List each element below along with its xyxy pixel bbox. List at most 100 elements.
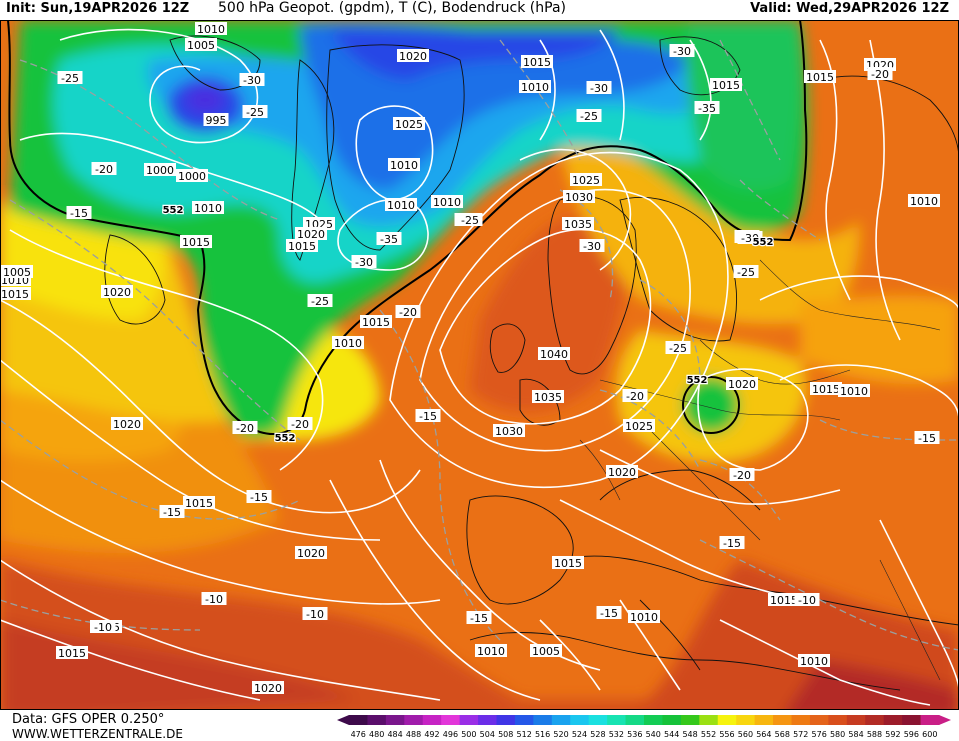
legend-value: 568 bbox=[775, 730, 790, 739]
isobar-label: 1010 bbox=[838, 384, 870, 398]
svg-text:1015: 1015 bbox=[288, 240, 316, 253]
svg-text:-25: -25 bbox=[669, 342, 687, 355]
legend-value: 512 bbox=[517, 730, 532, 739]
legend-swatch bbox=[533, 715, 553, 725]
svg-text:-30: -30 bbox=[243, 74, 261, 87]
svg-text:1020: 1020 bbox=[113, 418, 141, 431]
svg-text:-25: -25 bbox=[737, 266, 755, 279]
legend-value: 596 bbox=[904, 730, 919, 739]
isobar-label: 1025 bbox=[623, 419, 655, 433]
isotherm-label: -20 bbox=[622, 389, 648, 403]
isotherm-label: -25 bbox=[576, 109, 602, 123]
init-time: Init: Sun,19APR2026 12Z bbox=[6, 1, 190, 16]
svg-text:-10: -10 bbox=[798, 594, 816, 607]
isobar-label: 1030 bbox=[493, 424, 525, 438]
legend-arrow-right bbox=[939, 715, 951, 725]
legend-swatch bbox=[920, 715, 940, 725]
isobar-label: 1025 bbox=[570, 173, 602, 187]
legend-swatch bbox=[846, 715, 866, 725]
svg-text:1010: 1010 bbox=[334, 337, 362, 350]
svg-text:1010: 1010 bbox=[910, 195, 938, 208]
svg-text:-30: -30 bbox=[673, 45, 691, 58]
isotherm-label: -15 bbox=[466, 611, 492, 625]
legend-swatch bbox=[496, 715, 516, 725]
geopotential-label: 552 bbox=[753, 237, 774, 248]
legend-value: 552 bbox=[701, 730, 716, 739]
isotherm-label: -30 bbox=[586, 81, 612, 95]
legend-value: 508 bbox=[498, 730, 513, 739]
legend-value: 556 bbox=[719, 730, 734, 739]
legend-value: 536 bbox=[627, 730, 642, 739]
svg-text:1015: 1015 bbox=[182, 236, 210, 249]
isobar-label: 1035 bbox=[532, 390, 564, 404]
svg-text:-20: -20 bbox=[871, 68, 889, 81]
isobar-label: 1020 bbox=[397, 49, 429, 63]
isobar-label: 1015 bbox=[710, 78, 742, 92]
legend-swatch bbox=[736, 715, 756, 725]
svg-text:-30: -30 bbox=[741, 232, 759, 245]
isotherm-label: -20 bbox=[232, 421, 258, 435]
svg-text:-20: -20 bbox=[399, 306, 417, 319]
svg-text:1020: 1020 bbox=[297, 547, 325, 560]
svg-text:-30: -30 bbox=[590, 82, 608, 95]
isobar-label: 1020 bbox=[101, 285, 133, 299]
isobar-label: 1015 bbox=[183, 496, 215, 510]
svg-text:-10: -10 bbox=[94, 621, 112, 634]
valid-time: Valid: Wed,29APR2026 12Z bbox=[750, 1, 949, 16]
svg-text:1020: 1020 bbox=[254, 682, 282, 695]
isotherm-label: -30 bbox=[239, 73, 265, 87]
isotherm-label: -15 bbox=[415, 409, 441, 423]
isobars bbox=[0, 28, 959, 706]
color-legend: 476 480 484 488 492 496 500 504 508 512 516 520 524 5… bbox=[337, 715, 951, 739]
svg-text:1015: 1015 bbox=[58, 647, 86, 660]
chart-title: 500 hPa Geopot. (gpdm), T (C), Bodendruc… bbox=[218, 0, 566, 16]
isobar-label: 1020 bbox=[606, 465, 638, 479]
svg-text:1020: 1020 bbox=[728, 378, 756, 391]
isotherm-label: -20 bbox=[91, 162, 117, 176]
isotherm-label: -30 bbox=[737, 231, 763, 245]
svg-text:1030: 1030 bbox=[495, 425, 523, 438]
data-source: Data: GFS OPER 0.250° bbox=[12, 712, 165, 727]
legend-value: 496 bbox=[443, 730, 458, 739]
svg-text:995: 995 bbox=[206, 114, 227, 127]
svg-text:1040: 1040 bbox=[540, 348, 568, 361]
svg-text:1005: 1005 bbox=[3, 266, 31, 279]
svg-text:-25: -25 bbox=[461, 214, 479, 227]
svg-text:-35: -35 bbox=[380, 233, 398, 246]
legend-value: 484 bbox=[387, 730, 402, 739]
legend-value: 504 bbox=[480, 730, 495, 739]
isobar-label: 1015 bbox=[552, 556, 584, 570]
legend-value: 564 bbox=[756, 730, 771, 739]
isotherm-label: -25 bbox=[665, 341, 691, 355]
geopotential-label: 552 bbox=[687, 375, 708, 386]
legend-value: 540 bbox=[646, 730, 661, 739]
isobar-label: 995 bbox=[203, 113, 229, 127]
isobar-label: 1005 bbox=[530, 644, 562, 658]
isotherm-label: -10 bbox=[302, 607, 328, 621]
isobar-label: 1015 bbox=[360, 315, 392, 329]
isobar-label: 1020 bbox=[295, 227, 327, 241]
isotherm-label: -25 bbox=[733, 265, 759, 279]
svg-text:1020: 1020 bbox=[297, 228, 325, 241]
svg-text:-15: -15 bbox=[600, 607, 618, 620]
svg-text:1005: 1005 bbox=[532, 645, 560, 658]
legend-swatch bbox=[367, 715, 387, 725]
svg-text:1015: 1015 bbox=[812, 383, 840, 396]
isobar-label: 1000 bbox=[144, 163, 176, 177]
legend-value: 544 bbox=[664, 730, 679, 739]
svg-text:1010: 1010 bbox=[197, 23, 225, 36]
svg-text:1020: 1020 bbox=[103, 286, 131, 299]
svg-text:-15: -15 bbox=[419, 410, 437, 423]
isobar-label: 1015 bbox=[521, 55, 553, 69]
svg-text:-35: -35 bbox=[698, 102, 716, 115]
isobar-label: 1020 bbox=[111, 417, 143, 431]
legend-swatch bbox=[514, 715, 534, 725]
svg-text:1035: 1035 bbox=[534, 391, 562, 404]
legend-value: 532 bbox=[609, 730, 624, 739]
isobar-label: 1015 bbox=[0, 287, 31, 301]
isobar-label: 1020 bbox=[252, 681, 284, 695]
svg-text:1010: 1010 bbox=[477, 645, 505, 658]
legend-swatch bbox=[809, 715, 829, 725]
legend-swatch bbox=[883, 715, 903, 725]
svg-text:-25: -25 bbox=[311, 295, 329, 308]
